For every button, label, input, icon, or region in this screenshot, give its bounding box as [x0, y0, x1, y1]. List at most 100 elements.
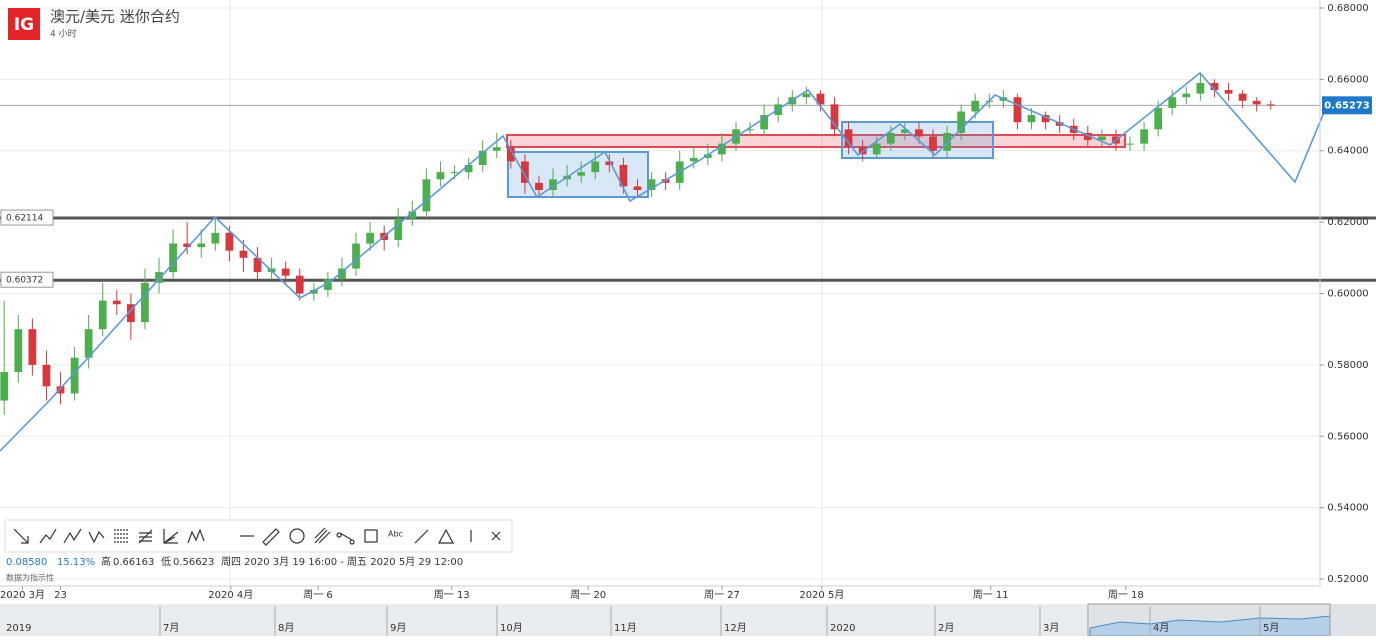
x-tick-label: 周一 11	[973, 589, 1009, 601]
candle-body	[647, 179, 656, 191]
header: IG 澳元/美元 迷你合约 4 小时	[8, 8, 180, 40]
candle-body	[28, 329, 37, 365]
candle-body	[1266, 104, 1275, 106]
x-tick-label: 2020 3月	[0, 589, 45, 601]
candle-body	[352, 243, 360, 269]
navigator: 2019 7月 8月 9月 10月 11月 12月 2020 2月 3月 4月 …	[0, 603, 1376, 637]
date-range: 周四 2020 3月 19 16:00 - 周五 2020 5月 29 12:0…	[221, 556, 463, 568]
stats-row: 0.08580 15.13% 高 0.66163 低 0.56623 周四 20…	[6, 555, 463, 583]
candle-body	[112, 300, 121, 305]
candle-body	[127, 304, 135, 323]
nav-label: 11月	[614, 622, 637, 634]
candle-body	[295, 275, 304, 294]
tool-icon[interactable]	[437, 528, 455, 544]
change-pct: 15.13%	[57, 557, 95, 568]
navigator-outside	[0, 604, 1090, 636]
tool-icon[interactable]	[364, 529, 378, 543]
candle-body	[492, 147, 501, 151]
nav-label: 2020	[830, 623, 855, 634]
levels: 0.62114 0.60372	[0, 104, 1376, 288]
candle-body	[1168, 97, 1177, 108]
high: 0.66163	[113, 557, 154, 568]
nav-label: 12月	[724, 622, 747, 634]
candle-body	[802, 93, 811, 98]
level-label: 0.60372	[6, 276, 43, 286]
candle-body	[1098, 136, 1106, 141]
tool-icon[interactable]	[63, 528, 82, 544]
tool-text[interactable]: Abc	[388, 530, 403, 539]
y-tick-label: 0.62000	[1327, 217, 1368, 228]
x-axis: 2020 3月 23 2020 4月 周一 6 周一 13 周一 20 周一 27 2020 …	[0, 586, 1144, 601]
tool-icon[interactable]	[163, 529, 179, 544]
candle-body	[605, 161, 614, 166]
candle-body	[549, 179, 557, 191]
candle-body	[324, 279, 332, 290]
tool-icon[interactable]	[187, 528, 205, 544]
y-tick-label: 0.64000	[1327, 146, 1368, 157]
candle-body	[239, 250, 248, 258]
change: 0.08580	[6, 557, 47, 568]
tool-icon[interactable]	[138, 529, 153, 544]
x-tick-label: 2020 5月	[799, 589, 844, 601]
x-tick-label: 周一 6	[303, 589, 333, 601]
candle-body	[450, 172, 459, 174]
candle-body	[872, 143, 881, 155]
candle-body	[929, 136, 937, 151]
zigzag-drawing	[0, 71, 1326, 452]
candle-body	[253, 257, 262, 273]
candle-body	[281, 268, 290, 276]
toolbar-box	[4, 519, 513, 553]
tool-icon[interactable]	[114, 529, 128, 543]
candle-body	[844, 129, 853, 148]
x-tick-label: 周一 18	[1108, 589, 1144, 601]
level-label-box	[0, 271, 54, 288]
toolbar: Abc	[4, 519, 513, 553]
nav-label: 7月	[163, 622, 179, 634]
nav-label: 8月	[278, 622, 294, 634]
candle-body	[436, 172, 445, 180]
candle-body	[619, 165, 628, 187]
candle-body	[70, 357, 79, 394]
tool-icon[interactable]	[39, 528, 57, 544]
candle-body	[84, 329, 93, 358]
candle-body	[830, 104, 839, 130]
candle-body	[56, 386, 65, 394]
tool-icon[interactable]	[336, 532, 355, 545]
y-axis: 0.52000 0.54000 0.56000 0.58000 0.60000 0.620…	[1319, 0, 1372, 586]
candle-body	[0, 372, 9, 401]
candle-body	[1252, 100, 1261, 105]
candle-body	[366, 232, 374, 244]
candle-body	[1182, 93, 1191, 98]
tool-icon[interactable]	[262, 528, 280, 546]
candle-body	[1027, 115, 1036, 123]
candle-body	[1126, 143, 1134, 145]
current-price-label: 0.65273	[1324, 100, 1370, 111]
candle-body	[183, 243, 192, 248]
candle-body	[521, 161, 529, 183]
tool-icon[interactable]	[88, 530, 105, 544]
candle-body	[394, 218, 403, 240]
grid	[0, 7, 1320, 580]
tool-icon[interactable]	[314, 527, 331, 544]
candle-body	[197, 243, 206, 248]
candle-body	[1154, 107, 1163, 130]
tool-icon[interactable]	[414, 529, 429, 544]
low: 0.56623	[173, 557, 214, 568]
candle-body	[464, 165, 473, 173]
candle-body	[14, 329, 23, 373]
high-label: 高	[101, 555, 111, 568]
nav-label: 10月	[500, 622, 523, 634]
candle-body	[703, 154, 712, 158]
tool-icon[interactable]	[13, 528, 29, 544]
logo	[8, 8, 40, 40]
candle-body	[915, 129, 923, 137]
candle-body	[1210, 82, 1219, 91]
candle-body	[1013, 97, 1022, 123]
candle-body	[886, 132, 895, 144]
tool-icon[interactable]	[491, 531, 501, 541]
tool-icon[interactable]	[289, 528, 305, 544]
y-tick-label: 0.56000	[1327, 431, 1368, 442]
candle-body	[506, 147, 515, 162]
y-tick-label: 0.52000	[1327, 574, 1368, 585]
